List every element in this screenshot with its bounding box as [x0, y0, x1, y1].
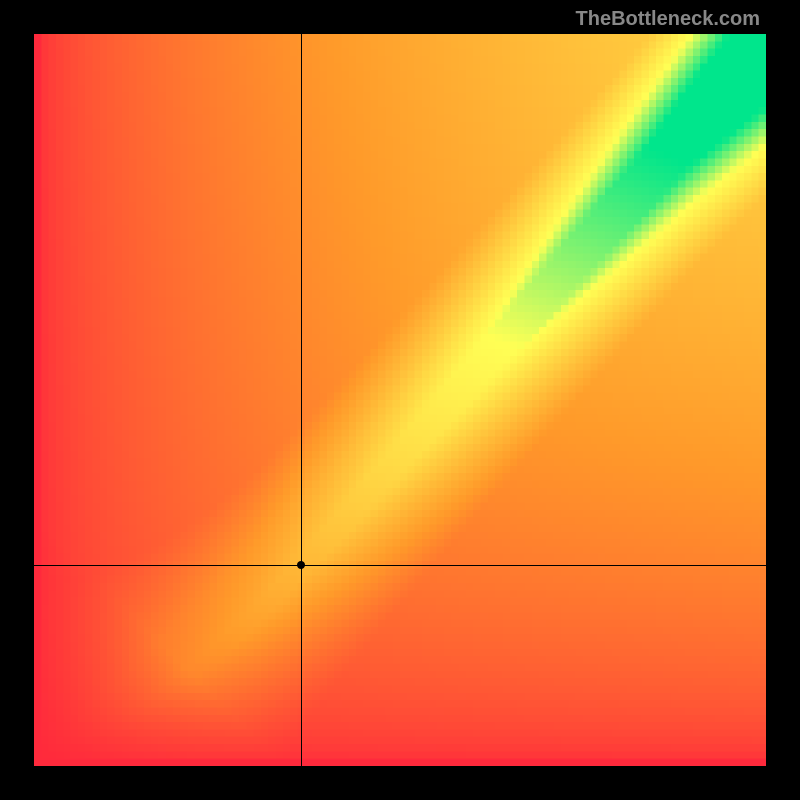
- crosshair-horizontal: [34, 565, 766, 566]
- heatmap-canvas: [34, 34, 766, 766]
- crosshair-marker: [297, 561, 305, 569]
- watermark: TheBottleneck.com: [576, 8, 760, 31]
- bottleneck-heatmap: [34, 34, 766, 766]
- crosshair-vertical: [301, 34, 302, 766]
